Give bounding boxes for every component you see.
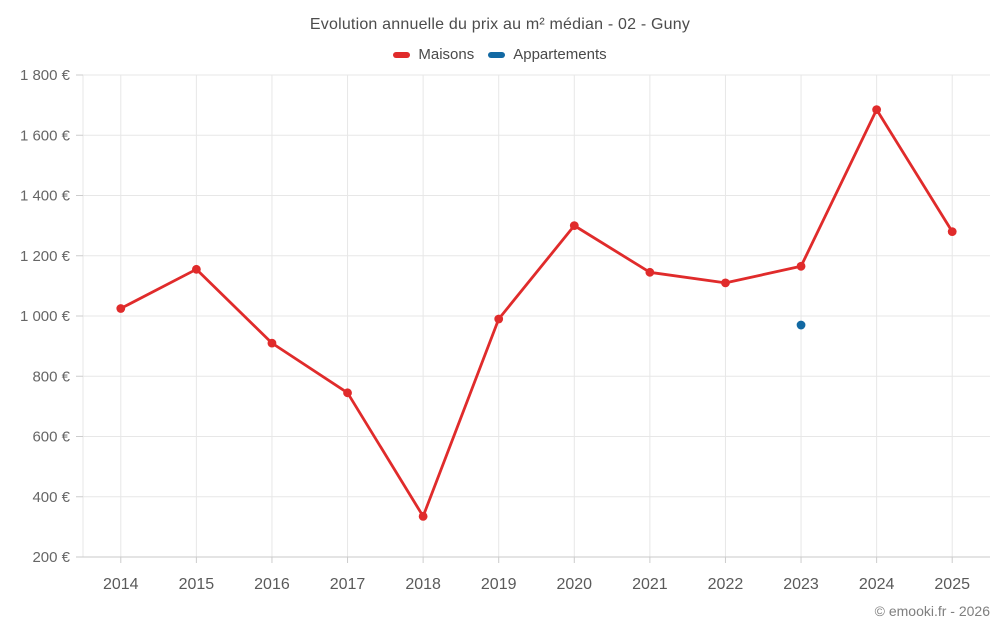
legend-item-appartements[interactable]: Appartements [488,46,607,63]
data-point-maisons-2021[interactable] [645,267,655,277]
legend-label-appartements: Appartements [513,46,607,63]
x-axis-label-2014: 2014 [103,576,139,593]
x-axis-label-2024: 2024 [859,576,895,593]
data-point-maisons-2014[interactable] [116,304,126,313]
y-axis-label-800: 800 € [32,368,70,385]
data-point-maisons-2016[interactable] [267,338,277,348]
data-point-maisons-2022[interactable] [721,278,730,288]
y-axis-label-1800: 1 800 € [20,67,71,84]
maisons-line [119,108,954,518]
maisons-series-swatch-icon [393,51,411,58]
legend-label-maisons: Maisons [418,46,475,63]
x-axis-label-2018: 2018 [405,576,441,593]
y-axis-label-200: 200 € [32,549,70,566]
x-axis-label-2016: 2016 [254,576,290,593]
x-axis-label-2015: 2015 [179,576,215,593]
x-axis-label-2022: 2022 [708,576,744,593]
data-point-maisons-2017[interactable] [343,388,352,398]
data-point-maisons-2015[interactable] [191,264,201,274]
chart-title: Evolution annuelle du prix au m² médian … [309,16,691,33]
legend: Maisons Appartements [0,46,1000,63]
legend-item-maisons[interactable]: Maisons [393,46,474,63]
x-axis-label-2023: 2023 [783,576,819,593]
y-axis-label-600: 600 € [32,429,70,446]
data-point-maisons-2019[interactable] [494,314,504,324]
x-axis-label-2017: 2017 [330,576,366,593]
data-point-appartements-2023[interactable] [796,320,806,330]
y-axis-label-1000: 1 000 € [20,308,71,325]
data-point-maisons-2025[interactable] [947,227,957,237]
credit-link[interactable]: © emooki.fr - 2026 [874,603,990,619]
x-axis-label-2021: 2021 [632,576,668,593]
data-point-maisons-2020[interactable] [569,221,579,231]
x-axis-label-2019: 2019 [481,576,517,593]
data-point-maisons-2024[interactable] [872,105,882,115]
y-axis-label-1200: 1 200 € [20,248,71,265]
y-axis-label-1400: 1 400 € [20,188,71,205]
x-axis-label-2025: 2025 [934,576,970,593]
y-axis-label-400: 400 € [32,489,70,506]
appartements-series-swatch-icon [488,51,506,58]
data-point-maisons-2018[interactable] [418,511,428,521]
y-axis-label-1600: 1 600 € [20,127,71,144]
x-axis-label-2020: 2020 [556,576,592,593]
data-point-maisons-2023[interactable] [796,261,806,271]
